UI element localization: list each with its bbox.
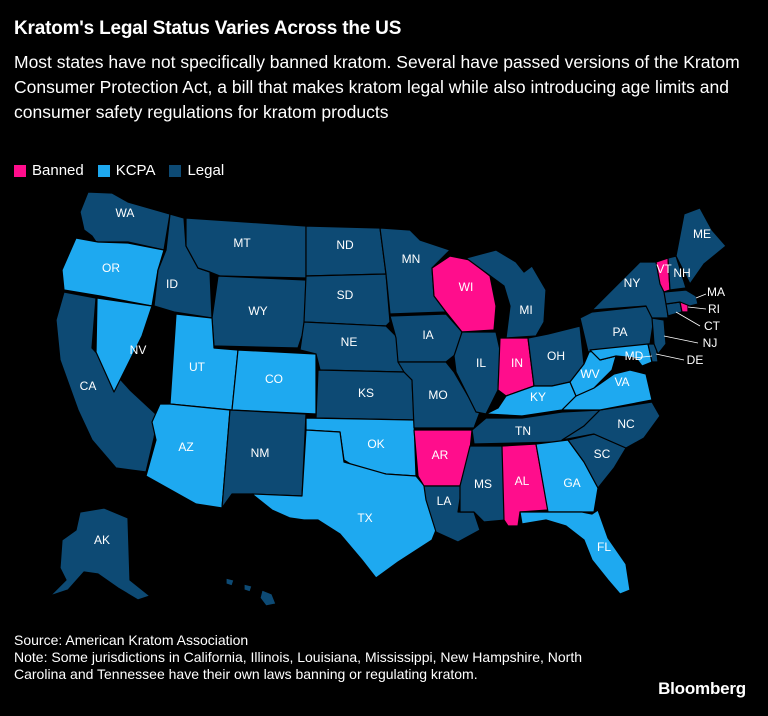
label-fl: FL [597, 540, 611, 554]
state-TX [251, 429, 437, 579]
legend-item-banned: Banned [14, 162, 84, 179]
state-MI [465, 249, 547, 339]
legend-swatch-kcpa [97, 164, 110, 177]
legend-item-legal: Legal [169, 162, 224, 179]
state-MA [663, 289, 699, 307]
chart-title: Kratom's Legal Status Varies Across the … [14, 18, 402, 39]
us-map: WA OR CA NV ID MT WY UT CO AZ NM ND SD N… [49, 191, 727, 607]
state-HI-2 [243, 583, 253, 593]
label-va: VA [614, 375, 629, 389]
label-ca: CA [80, 379, 97, 393]
label-al: AL [515, 474, 530, 488]
label-nd: ND [336, 238, 354, 252]
state-VT [655, 257, 671, 293]
label-ma: MA [707, 285, 725, 299]
legend-swatch-legal [169, 164, 182, 177]
chart-subtitle: Most states have not specifically banned… [14, 52, 740, 122]
state-MO [397, 361, 481, 429]
label-ut: UT [189, 360, 206, 374]
label-ri: RI [708, 302, 720, 316]
label-de: DE [687, 353, 704, 367]
legend-label-banned: Banned [32, 162, 84, 179]
label-co: CO [265, 372, 283, 386]
state-WI [431, 255, 497, 333]
label-nm: NM [251, 446, 270, 460]
label-wv: WV [580, 367, 599, 381]
state-CA [55, 291, 159, 473]
state-NJ [651, 317, 667, 355]
leader-ri [687, 306, 707, 310]
label-la: LA [437, 494, 452, 508]
state-NH [667, 255, 687, 291]
label-or: OR [102, 261, 120, 275]
leader-ma [695, 293, 707, 299]
footnote: Note: Some jurisdictions in California, … [14, 649, 582, 682]
state-IL [453, 331, 501, 415]
footer: Source: American Kratom Association Note… [14, 632, 614, 683]
state-ME [675, 207, 727, 285]
label-ks: KS [358, 386, 374, 400]
label-nj: NJ [703, 336, 718, 350]
label-nv: NV [130, 343, 147, 357]
state-NV [95, 297, 153, 393]
state-IA [389, 313, 463, 363]
state-FL [519, 509, 631, 595]
label-mt: MT [233, 236, 251, 250]
label-sd: SD [337, 288, 354, 302]
label-tx: TX [357, 511, 372, 525]
label-ms: MS [474, 477, 492, 491]
state-NC [561, 401, 661, 449]
label-ar: AR [432, 448, 449, 462]
label-az: AZ [178, 440, 193, 454]
label-wa: WA [116, 206, 135, 220]
state-KY [485, 381, 577, 417]
label-oh: OH [547, 349, 565, 363]
label-mo: MO [428, 388, 447, 402]
label-pa: PA [612, 325, 627, 339]
state-SD [303, 273, 391, 327]
label-me: ME [693, 227, 711, 241]
state-HI [259, 589, 277, 607]
label-mn: MN [402, 252, 421, 266]
leader-md [633, 355, 653, 359]
legend-label-kcpa: KCPA [115, 162, 156, 179]
label-wy: WY [248, 304, 267, 318]
label-mi: MI [519, 303, 532, 317]
state-OR [61, 237, 165, 307]
label-in: IN [511, 356, 523, 370]
label-sc: SC [594, 447, 611, 461]
state-HI-3 [225, 577, 235, 587]
label-ga: GA [563, 476, 580, 490]
legend-swatch-banned [14, 164, 26, 177]
legend: Banned KCPA Legal [14, 162, 224, 179]
label-wi: WI [459, 280, 474, 294]
state-WA [79, 191, 171, 251]
label-nc: NC [617, 417, 635, 431]
label-ak: AK [94, 533, 110, 547]
state-AZ [145, 403, 231, 509]
label-md: MD [625, 349, 644, 363]
label-ia: IA [422, 328, 433, 342]
label-nh: NH [673, 266, 690, 280]
label-ky: KY [530, 390, 546, 404]
label-id: ID [166, 277, 178, 291]
label-ny: NY [624, 276, 641, 290]
label-vt: VT [656, 262, 672, 276]
label-il: IL [476, 356, 486, 370]
label-tn: TN [515, 424, 531, 438]
bloomberg-logo: Bloomberg [658, 679, 746, 698]
leader-ct [675, 311, 701, 327]
source-note: Source: American Kratom Association [14, 632, 249, 648]
leader-de [655, 353, 685, 361]
label-ct: CT [704, 319, 721, 333]
label-ne: NE [341, 335, 358, 349]
legend-label-legal: Legal [187, 162, 225, 179]
legend-item-kcpa: KCPA [97, 162, 156, 179]
label-ok: OK [367, 437, 384, 451]
leader-nj [663, 335, 699, 344]
state-AK [49, 507, 151, 601]
